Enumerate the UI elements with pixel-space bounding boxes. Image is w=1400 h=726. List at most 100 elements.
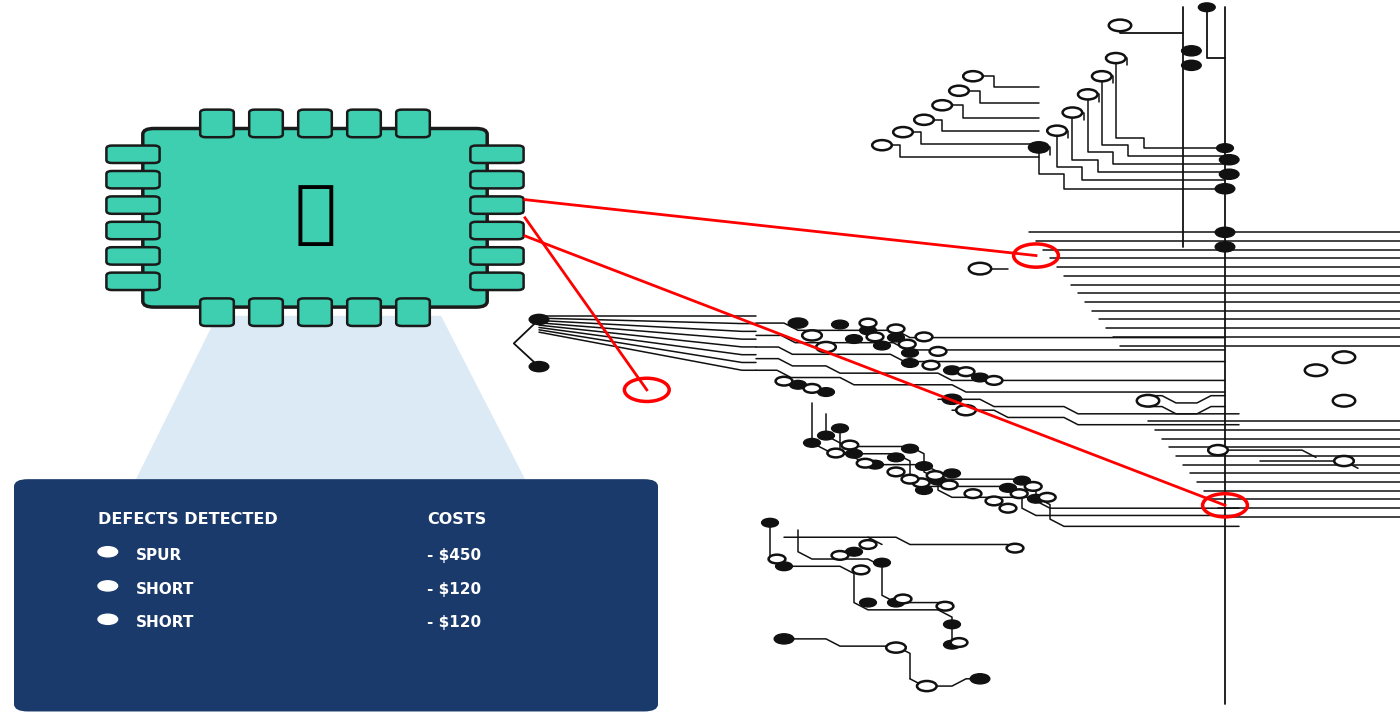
- Circle shape: [1014, 476, 1030, 485]
- Circle shape: [1063, 107, 1082, 118]
- Circle shape: [913, 478, 930, 487]
- Circle shape: [846, 335, 862, 343]
- Circle shape: [832, 424, 848, 433]
- Circle shape: [923, 361, 939, 370]
- Circle shape: [1000, 504, 1016, 513]
- Circle shape: [888, 453, 904, 462]
- Circle shape: [827, 449, 844, 457]
- Circle shape: [762, 518, 778, 527]
- Text: COSTS: COSTS: [427, 512, 486, 527]
- Circle shape: [986, 376, 1002, 385]
- FancyBboxPatch shape: [396, 298, 430, 326]
- Circle shape: [860, 326, 876, 335]
- Circle shape: [888, 598, 904, 607]
- Circle shape: [949, 86, 969, 96]
- Circle shape: [944, 640, 960, 649]
- FancyBboxPatch shape: [298, 298, 332, 326]
- Circle shape: [860, 540, 876, 549]
- Circle shape: [944, 469, 960, 478]
- Circle shape: [917, 681, 937, 691]
- FancyBboxPatch shape: [200, 110, 234, 137]
- FancyBboxPatch shape: [470, 222, 524, 240]
- FancyBboxPatch shape: [143, 129, 487, 307]
- Circle shape: [1333, 351, 1355, 363]
- Circle shape: [1039, 493, 1056, 502]
- Circle shape: [98, 614, 118, 624]
- Circle shape: [944, 366, 960, 375]
- Circle shape: [965, 489, 981, 498]
- Circle shape: [529, 314, 549, 325]
- Circle shape: [951, 638, 967, 647]
- Circle shape: [888, 325, 904, 333]
- Circle shape: [1028, 494, 1044, 503]
- FancyBboxPatch shape: [470, 273, 524, 290]
- FancyBboxPatch shape: [396, 110, 430, 137]
- Circle shape: [902, 475, 918, 484]
- Circle shape: [972, 373, 988, 382]
- Circle shape: [776, 562, 792, 571]
- Text: SPUR: SPUR: [136, 548, 182, 563]
- Circle shape: [970, 674, 990, 684]
- Circle shape: [1215, 184, 1235, 194]
- FancyBboxPatch shape: [106, 222, 160, 240]
- Circle shape: [867, 460, 883, 469]
- Circle shape: [872, 140, 892, 150]
- Circle shape: [874, 558, 890, 567]
- Circle shape: [1011, 489, 1028, 498]
- FancyBboxPatch shape: [249, 110, 283, 137]
- FancyBboxPatch shape: [106, 247, 160, 265]
- Circle shape: [98, 581, 118, 591]
- Circle shape: [937, 602, 953, 611]
- Circle shape: [1305, 364, 1327, 376]
- Circle shape: [774, 634, 794, 644]
- Circle shape: [893, 127, 913, 137]
- FancyBboxPatch shape: [106, 196, 160, 213]
- Circle shape: [832, 551, 848, 560]
- Circle shape: [969, 263, 991, 274]
- FancyBboxPatch shape: [106, 171, 160, 189]
- Circle shape: [769, 555, 785, 563]
- Circle shape: [860, 598, 876, 607]
- Circle shape: [942, 394, 962, 404]
- Circle shape: [956, 405, 976, 415]
- Circle shape: [98, 547, 118, 557]
- Circle shape: [916, 462, 932, 470]
- Circle shape: [1333, 395, 1355, 407]
- FancyBboxPatch shape: [470, 196, 524, 213]
- Circle shape: [1000, 484, 1016, 492]
- Circle shape: [857, 459, 874, 468]
- Circle shape: [1029, 142, 1049, 152]
- Circle shape: [902, 444, 918, 453]
- Circle shape: [853, 566, 869, 574]
- Circle shape: [1029, 142, 1049, 152]
- Circle shape: [529, 362, 549, 372]
- Text: - $450: - $450: [427, 548, 482, 563]
- Circle shape: [930, 476, 946, 485]
- Circle shape: [1334, 456, 1354, 466]
- Circle shape: [846, 449, 862, 458]
- Circle shape: [930, 347, 946, 356]
- Text: DEFECTS DETECTED: DEFECTS DETECTED: [98, 512, 277, 527]
- Circle shape: [1215, 242, 1235, 252]
- Circle shape: [914, 115, 934, 125]
- Circle shape: [1215, 227, 1235, 237]
- Circle shape: [816, 342, 836, 352]
- Polygon shape: [28, 316, 637, 697]
- FancyBboxPatch shape: [14, 479, 658, 711]
- Circle shape: [818, 431, 834, 440]
- Circle shape: [1217, 144, 1233, 152]
- Circle shape: [841, 441, 858, 449]
- FancyBboxPatch shape: [106, 273, 160, 290]
- FancyBboxPatch shape: [298, 110, 332, 137]
- FancyBboxPatch shape: [347, 110, 381, 137]
- Circle shape: [1007, 544, 1023, 552]
- Circle shape: [788, 318, 808, 328]
- Circle shape: [804, 384, 820, 393]
- Circle shape: [888, 333, 904, 342]
- Circle shape: [802, 330, 822, 340]
- Circle shape: [1219, 155, 1239, 165]
- FancyBboxPatch shape: [106, 145, 160, 163]
- Circle shape: [902, 348, 918, 357]
- FancyBboxPatch shape: [470, 171, 524, 189]
- Circle shape: [1219, 169, 1239, 179]
